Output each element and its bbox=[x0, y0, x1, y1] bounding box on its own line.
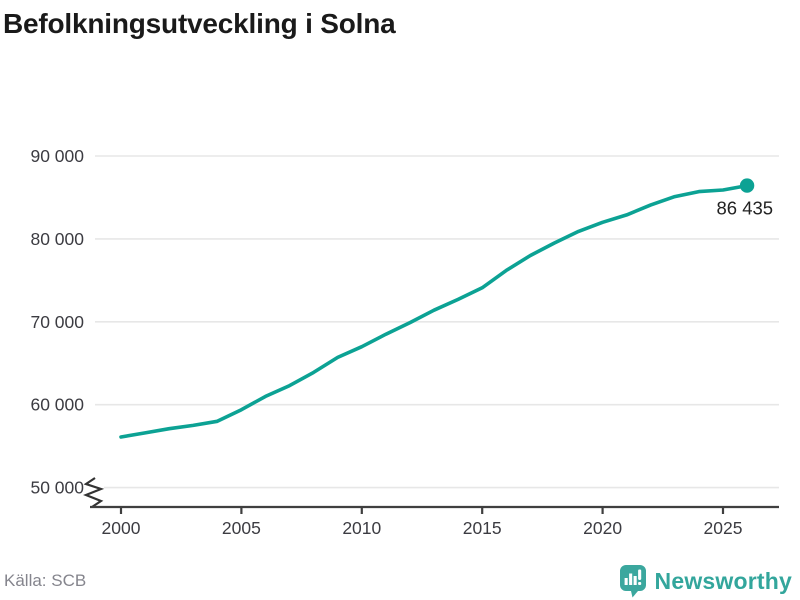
x-tick-label: 2015 bbox=[463, 518, 502, 538]
newsworthy-wordmark: Newsworthy bbox=[654, 567, 792, 594]
x-tick-label: 2005 bbox=[222, 518, 261, 538]
last-point-marker bbox=[739, 178, 755, 193]
population-chart: 50 000 60 000 70 000 80 000 90 000 2000 2005 20… bbox=[30, 146, 779, 538]
x-tick-label: 2010 bbox=[342, 518, 381, 538]
y-tick-label: 90 000 bbox=[30, 146, 84, 166]
chart-title: Befolkningsutveckling i Solna bbox=[3, 8, 396, 39]
y-tick-label: 80 000 bbox=[30, 229, 84, 249]
y-tick-label: 60 000 bbox=[30, 395, 84, 415]
y-tick-label: 50 000 bbox=[30, 478, 84, 498]
axis-break-icon bbox=[83, 477, 105, 508]
y-tick-label: 70 000 bbox=[30, 312, 84, 332]
population-line bbox=[119, 183, 749, 439]
chart-footer: Källa: SCB Newsworthy bbox=[0, 562, 800, 600]
x-tick-label: 2020 bbox=[583, 518, 622, 538]
last-point-value-label: 86 435 bbox=[716, 198, 773, 219]
x-tick-label: 2025 bbox=[704, 518, 743, 538]
newsworthy-brand-link[interactable]: Newsworthy bbox=[619, 564, 792, 598]
newsworthy-logo-icon bbox=[619, 565, 646, 598]
source-label: Källa: SCB bbox=[4, 571, 87, 590]
x-tick-label: 2000 bbox=[102, 518, 141, 538]
